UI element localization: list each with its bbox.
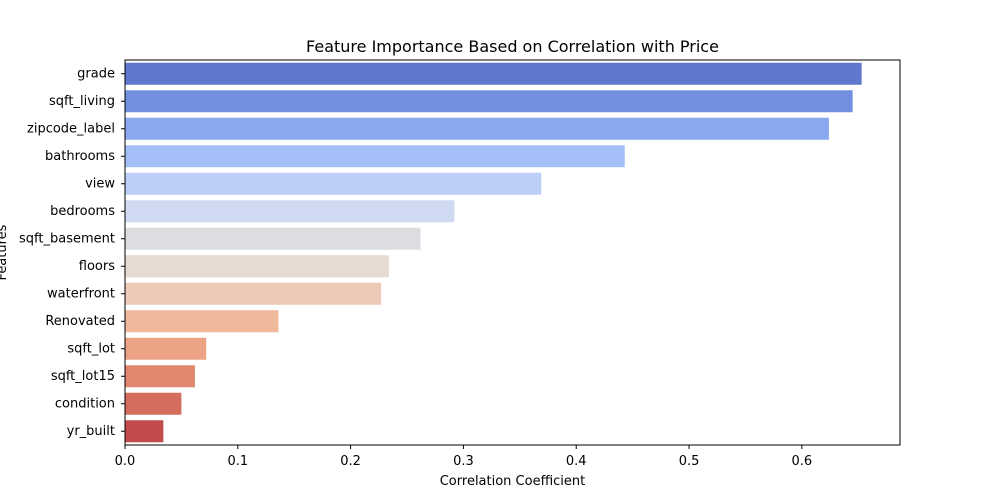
y-tick-label: view [85, 176, 115, 191]
y-ticks-layer: grade sqft_living zipcode_label bathrooms vi… [19, 66, 125, 439]
x-tick-label: 0.6 [792, 454, 813, 469]
bar-sqft-lot15 [125, 365, 195, 388]
x-tick-label: 0.3 [453, 454, 474, 469]
y-axis-label: Features [0, 224, 10, 280]
bar-sqft-lot [125, 337, 207, 360]
y-tick-label: sqft_living [49, 94, 115, 109]
bar-bedrooms [125, 200, 455, 223]
y-tick-label: floors [79, 259, 115, 274]
x-tick-label: 0.1 [227, 454, 248, 469]
bar-floors [125, 255, 389, 278]
axes-frame [124, 59, 901, 446]
y-tick-label: Renovated [45, 314, 115, 329]
bar-waterfront [125, 282, 382, 305]
bar-renovated [125, 310, 279, 333]
chart-title: Feature Importance Based on Correlation … [306, 37, 719, 56]
y-tick-label: bedrooms [50, 204, 115, 219]
y-tick-label: sqft_lot [67, 341, 115, 356]
y-tick-label: zipcode_label [27, 121, 115, 136]
x-tick-label: 0.5 [679, 454, 700, 469]
x-tick-label: 0.0 [115, 454, 136, 469]
bar-condition [125, 392, 182, 415]
y-tick-label: bathrooms [45, 149, 115, 164]
bar-bathrooms [125, 145, 625, 168]
bar-yr-built [125, 420, 164, 443]
bar-sqft-basement [125, 227, 421, 250]
y-tick-label: sqft_basement [19, 231, 115, 246]
bar-grade [125, 62, 862, 85]
bars-layer [125, 62, 862, 443]
bar-zipcode-label [125, 117, 829, 140]
x-tick-label: 0.4 [566, 454, 587, 469]
y-tick-label: yr_built [67, 424, 115, 439]
bar-sqft-living [125, 90, 853, 113]
x-axis-label: Correlation Coefficient [440, 474, 586, 489]
y-tick-label: condition [55, 396, 115, 411]
y-tick-label: waterfront [47, 286, 115, 301]
bar-view [125, 172, 542, 195]
y-tick-label: grade [77, 66, 115, 81]
y-tick-label: sqft_lot15 [51, 369, 115, 384]
x-ticks-layer: 0.0 0.1 0.2 0.3 0.4 0.5 0.6 [115, 445, 813, 469]
x-tick-label: 0.2 [340, 454, 361, 469]
